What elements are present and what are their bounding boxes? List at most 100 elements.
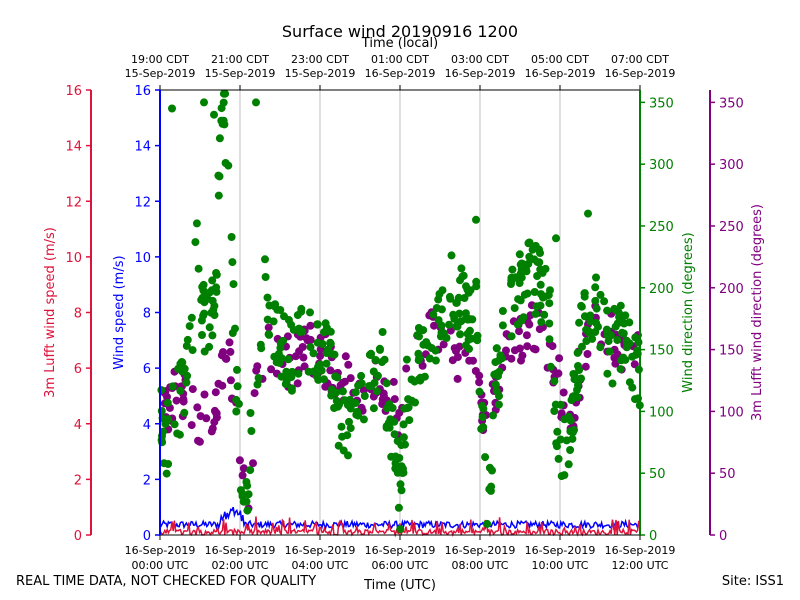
lufft-direction-axis-tick-label: 200 xyxy=(719,282,744,297)
wind-direction-point xyxy=(616,365,625,374)
wind-direction-point xyxy=(631,333,640,342)
wind-direction-point xyxy=(550,377,559,386)
top-tick-date: 16-Sep-2019 xyxy=(605,67,676,80)
bottom-tick-date: 16-Sep-2019 xyxy=(605,544,676,557)
wind-direction-point xyxy=(608,379,617,388)
wind-direction-point xyxy=(554,454,563,463)
wind-direction-point xyxy=(570,426,578,434)
wind-direction-point xyxy=(407,396,416,405)
wind-direction-axis-tick-label: 200 xyxy=(649,282,674,297)
wind-direction-point xyxy=(393,437,402,446)
wind-direction-point xyxy=(182,378,191,387)
wind-direction-point xyxy=(614,308,623,317)
lufft-direction-point xyxy=(226,376,235,385)
wind-direction-point xyxy=(322,349,331,357)
wind-speed-axis-tick-label: 16 xyxy=(134,84,151,99)
wind-direction-point xyxy=(330,404,339,412)
top-tick-date: 16-Sep-2019 xyxy=(525,67,596,80)
wind-direction-point xyxy=(462,282,470,291)
top-tick-date: 15-Sep-2019 xyxy=(205,67,276,80)
wind-speed-axis-tick-label: 12 xyxy=(134,195,151,210)
top-tick-date: 16-Sep-2019 xyxy=(445,67,516,80)
wind-direction-point xyxy=(567,396,576,405)
wind-direction-point xyxy=(233,382,242,391)
lufft-direction-point xyxy=(172,396,181,405)
wind-direction-point xyxy=(546,362,555,371)
lufft-direction-axis-tick-label: 350 xyxy=(719,96,744,111)
wind-direction-point xyxy=(541,264,550,273)
wind-direction-point xyxy=(475,387,484,396)
wind-direction-point xyxy=(398,469,407,477)
wind-direction-point xyxy=(429,310,438,319)
wind-direction-point xyxy=(516,269,525,278)
lufft-direction-point xyxy=(306,321,315,330)
lufft-direction-point xyxy=(326,366,335,375)
wind-direction-point xyxy=(263,293,272,302)
wind-direction-point xyxy=(592,304,601,313)
wind-direction-point xyxy=(246,466,255,475)
wind-direction-point xyxy=(494,400,503,409)
lufft-direction-point xyxy=(316,352,325,361)
wind-direction-point xyxy=(414,356,423,365)
wind-direction-point xyxy=(198,331,206,339)
wind-direction-point xyxy=(373,387,381,396)
wind-direction-point xyxy=(603,306,612,315)
wind-direction-point xyxy=(472,282,481,291)
wind-direction-point xyxy=(570,375,579,384)
wind-direction-point xyxy=(228,258,237,267)
lufft-direction-point xyxy=(439,340,448,349)
wind-direction-point xyxy=(178,367,187,376)
bottom-tick-time: 10:00 UTC xyxy=(531,559,588,572)
wind-direction-point xyxy=(560,415,569,424)
wind-direction-axis-label: Wind direction (degrees) xyxy=(681,232,696,392)
wind-direction-point xyxy=(431,346,440,355)
wind-direction-point xyxy=(531,309,540,318)
wind-direction-point xyxy=(360,392,369,400)
lufft-direction-point xyxy=(264,323,273,332)
wind-direction-point xyxy=(515,250,524,259)
wind-direction-point xyxy=(343,431,352,440)
bottom-tick-date: 16-Sep-2019 xyxy=(525,544,596,557)
wind-direction-point xyxy=(207,286,216,295)
lufft-direction-point xyxy=(238,471,247,480)
wind-direction-point xyxy=(463,329,472,338)
wind-direction-point xyxy=(185,322,194,331)
wind-direction-point xyxy=(309,349,318,358)
bottom-tick-time: 12:00 UTC xyxy=(611,559,668,572)
lufft-direction-point xyxy=(515,327,523,336)
lufft-direction-point xyxy=(389,377,398,386)
wind-direction-point xyxy=(553,442,561,451)
bottom-tick-date: 16-Sep-2019 xyxy=(125,544,196,557)
lufft-direction-point xyxy=(518,351,527,360)
wind-direction-point xyxy=(446,294,455,303)
wind-direction-point xyxy=(574,362,582,370)
wind-direction-point xyxy=(405,416,414,425)
wind-direction-point xyxy=(337,422,346,431)
lufft-speed-axis-tick-label: 14 xyxy=(65,140,82,155)
wind-direction-point xyxy=(168,382,177,391)
bottom-tick-time: 02:00 UTC xyxy=(211,559,268,572)
wind-direction-point xyxy=(187,313,196,322)
wind-direction-point xyxy=(382,379,391,388)
lufft-direction-point xyxy=(554,369,563,378)
wind-direction-point xyxy=(613,336,622,344)
wind-direction-point xyxy=(591,283,600,292)
wind-direction-point xyxy=(472,215,480,224)
wind-direction-point xyxy=(275,358,284,367)
wind-direction-point xyxy=(513,320,522,329)
lufft-direction-point xyxy=(523,342,532,351)
wind-direction-point xyxy=(450,314,459,323)
lufft-direction-point xyxy=(525,320,534,329)
wind-direction-point xyxy=(556,400,565,409)
wind-direction-point xyxy=(460,294,469,302)
wind-direction-point xyxy=(199,286,208,295)
wind-direction-point xyxy=(468,315,477,324)
wind-speed-axis-tick-label: 8 xyxy=(143,307,151,322)
top-tick-time: 01:00 CDT xyxy=(371,53,429,66)
top-tick-date: 16-Sep-2019 xyxy=(365,67,436,80)
wind-direction-point xyxy=(399,433,408,442)
top-tick-time: 21:00 CDT xyxy=(211,53,269,66)
wind-direction-point xyxy=(207,308,216,317)
lufft-direction-point xyxy=(510,346,519,355)
wind-direction-point xyxy=(357,371,366,380)
